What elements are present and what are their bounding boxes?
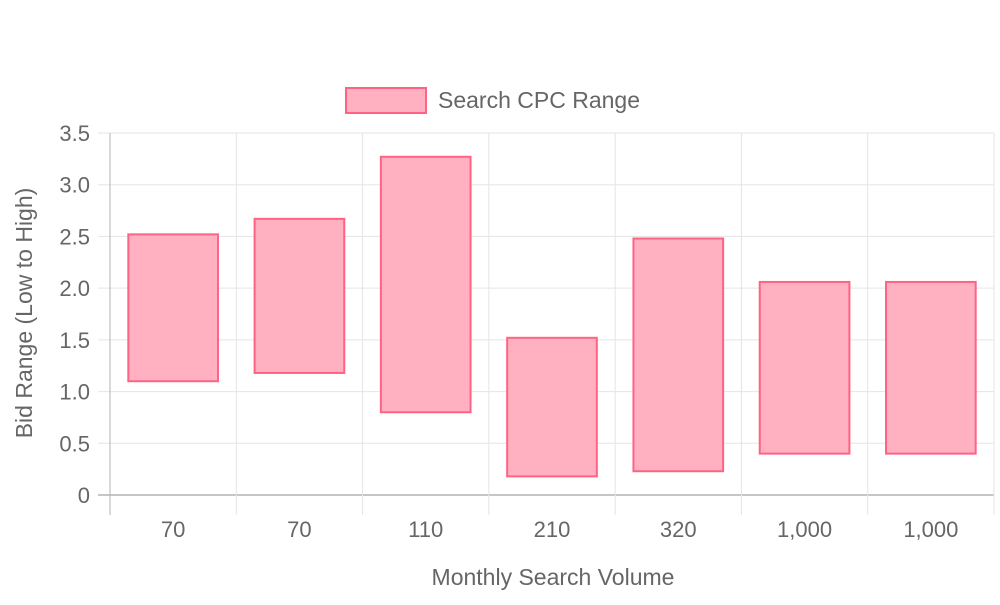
y-tick-label: 3.0	[59, 173, 90, 198]
y-tick-label: 0.5	[59, 431, 90, 456]
legend-swatch	[345, 87, 427, 114]
range-bar[interactable]	[632, 237, 725, 473]
x-tick-label: 1,000	[777, 517, 832, 542]
range-bar[interactable]	[127, 233, 219, 383]
y-axis-title: Bid Range (Low to High)	[11, 188, 37, 439]
x-tick-label: 110	[408, 517, 443, 542]
x-tick-label: 210	[534, 517, 571, 542]
y-tick-label: 2.0	[59, 276, 90, 301]
grid-lines	[98, 132, 995, 515]
y-tick-label: 1.5	[59, 328, 90, 353]
range-bar[interactable]	[885, 280, 977, 455]
bars	[127, 155, 977, 478]
x-tick-label: 70	[287, 517, 311, 542]
legend[interactable]: Search CPC Range	[345, 87, 640, 114]
y-tick-label: 0	[78, 483, 90, 508]
x-tick-label: 1,000	[903, 517, 958, 542]
x-axis-ticks: 70 70 110 210 320 1,000 1,000	[161, 517, 958, 542]
range-bar[interactable]	[253, 217, 346, 374]
y-axis-ticks: 0 0.5 1.0 1.5 2.0 2.5 3.0 3.5	[59, 121, 90, 508]
x-axis-title: Monthly Search Volume	[432, 564, 675, 590]
x-tick-label: 320	[660, 517, 697, 542]
y-tick-label: 3.5	[59, 121, 90, 146]
range-bar[interactable]	[506, 336, 598, 478]
legend-label: Search CPC Range	[438, 87, 640, 113]
range-bar[interactable]	[758, 280, 851, 455]
y-tick-label: 1.0	[59, 380, 90, 405]
range-bar[interactable]	[379, 155, 472, 414]
x-tick-label: 70	[161, 517, 185, 542]
y-tick-label: 2.5	[59, 224, 90, 249]
